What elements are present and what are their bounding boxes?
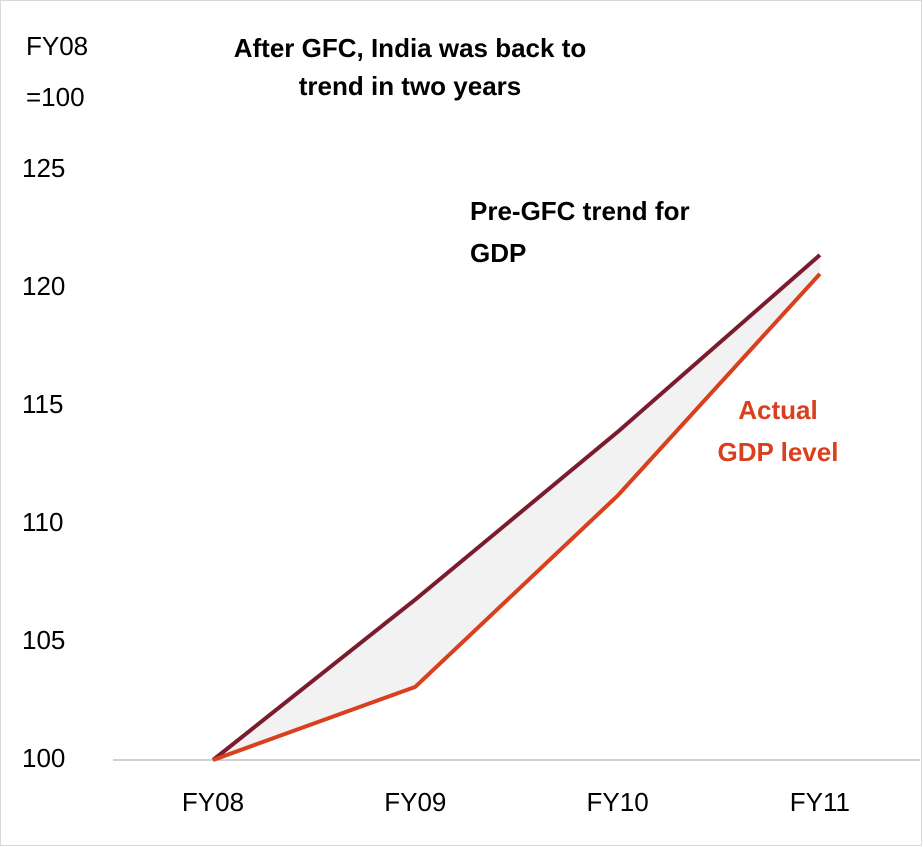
series-line [211,253,822,762]
y-axis-label: =100 [26,82,85,112]
x-tick-label: FY08 [182,787,244,817]
y-tick-label: 105 [22,625,65,655]
y-tick-label: 120 [22,271,65,301]
y-tick-label: 115 [22,389,63,419]
series-label: GDP [470,238,526,268]
series-label: Pre-GFC trend for [470,196,690,226]
y-tick-label: 125 [22,153,65,183]
chart-title: trend in two years [299,71,522,101]
series-label: Actual [738,395,817,425]
series-line [212,272,822,762]
y-tick-label: 110 [22,507,63,537]
series-label: GDP level [718,437,839,467]
chart-title: After GFC, India was back to [234,33,587,63]
y-tick-label: 100 [22,743,65,773]
x-tick-label: FY11 [790,787,850,817]
x-tick-label: FY09 [384,787,446,817]
x-tick-label: FY10 [587,787,649,817]
y-axis-label: FY08 [26,31,88,61]
